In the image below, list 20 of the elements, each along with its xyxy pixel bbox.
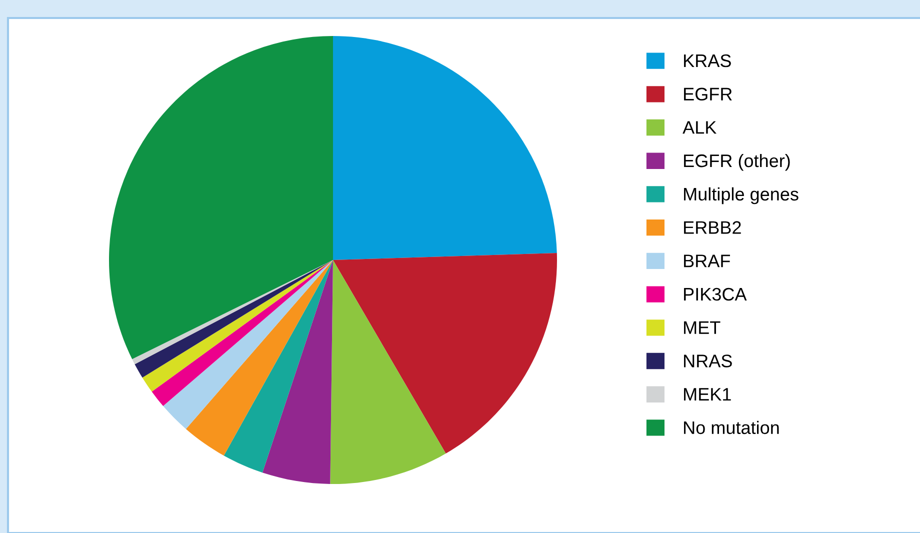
legend-label: EGFR (other) <box>684 154 790 171</box>
legend-label: PIK3CA <box>684 288 747 301</box>
pie-slice <box>224 260 333 473</box>
legend-label: MEK1 <box>684 388 731 401</box>
pie-slice <box>333 36 557 260</box>
legend-label: ERBB2 <box>684 221 741 234</box>
legend-label: KRAS <box>684 54 731 68</box>
legend-label: BRAF <box>684 254 730 268</box>
legend-label: Multiple genes <box>684 187 798 204</box>
pie-slice <box>186 260 333 456</box>
legend-label: NRAS <box>684 354 732 368</box>
pie-slice <box>330 260 446 484</box>
pie-slice <box>262 260 333 484</box>
pie-slice <box>163 260 333 429</box>
legend-label: MET <box>684 321 720 334</box>
legend-label: ALK <box>682 121 716 134</box>
legend-label: No mutation <box>684 420 779 434</box>
legend-label: EGFR <box>684 88 732 101</box>
pie-slice <box>109 36 333 360</box>
pie-slice <box>333 252 557 454</box>
